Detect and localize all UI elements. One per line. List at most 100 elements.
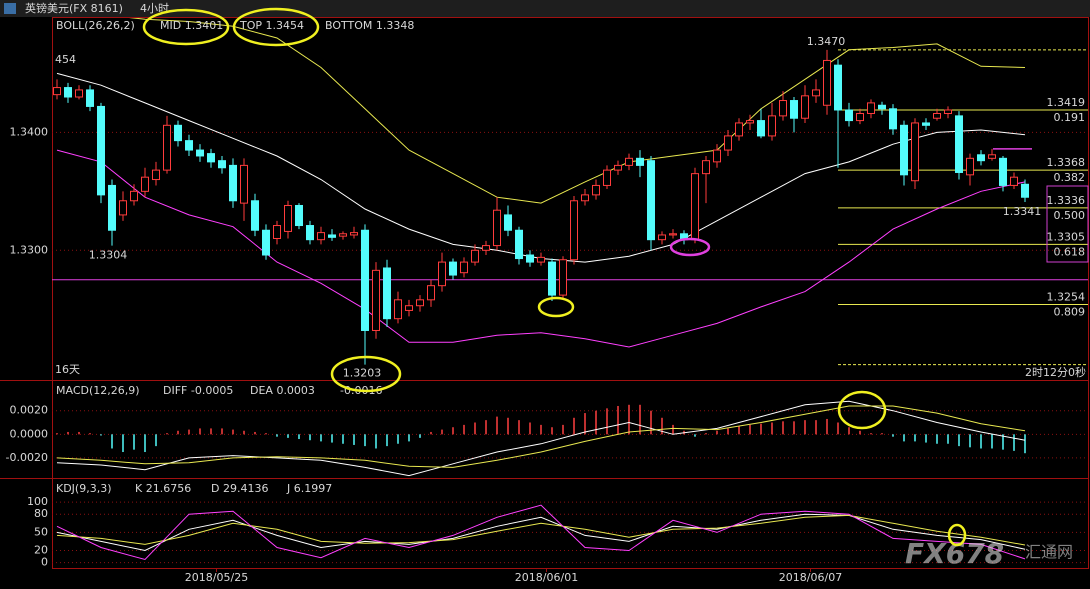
candle-body	[812, 89, 820, 97]
candle-body	[526, 254, 534, 263]
candle-body	[64, 87, 72, 98]
candle-body	[174, 124, 182, 142]
indicator-line	[56, 149, 1026, 348]
candle-body	[735, 122, 743, 137]
candle-body	[229, 164, 237, 202]
candle-body	[702, 160, 710, 175]
candle-body	[592, 184, 600, 196]
candle-body	[141, 176, 149, 192]
candle-body	[449, 261, 457, 276]
countdown: 2时12分0秒	[1025, 365, 1086, 379]
candle-body	[53, 87, 61, 96]
candle-body	[284, 204, 292, 232]
legend-entry: D 29.4136	[211, 482, 268, 495]
candle-body	[581, 194, 589, 202]
candle-body	[548, 261, 556, 296]
candle-body	[1010, 176, 1018, 186]
y-tick-label: -0.0020	[6, 451, 48, 464]
candle-body	[416, 299, 424, 307]
candle-body	[317, 232, 325, 241]
period: 4小时	[140, 2, 169, 15]
legend-entry: MID 1.3401	[160, 19, 223, 32]
candle-body	[933, 113, 941, 119]
candle-body	[944, 109, 952, 115]
candle-body	[867, 102, 875, 115]
candle-body	[669, 233, 677, 236]
candle-body	[273, 225, 281, 240]
fib-ratio: 0.618	[1054, 245, 1086, 258]
candle-body	[878, 104, 886, 110]
candle-body	[361, 229, 369, 331]
candle-body	[625, 157, 633, 166]
candle-body	[163, 124, 171, 171]
candle-body	[427, 285, 435, 301]
candle-body	[559, 259, 567, 296]
indicator-line	[56, 504, 1026, 561]
candle-body	[207, 153, 215, 163]
bars-label: 16天	[55, 363, 80, 376]
candle-body	[471, 249, 479, 263]
y-tick-label: 1.3400	[10, 125, 49, 138]
candle-body	[119, 200, 127, 216]
candle-body	[757, 120, 765, 137]
fib-ratio: 0.382	[1054, 171, 1086, 184]
price-label: 1.3470	[807, 35, 846, 48]
y-tick-label: 0.0020	[10, 404, 49, 417]
candle-body	[922, 122, 930, 126]
candle-body	[394, 299, 402, 320]
candle-body	[438, 261, 446, 287]
panel	[52, 18, 1088, 366]
indicator-title: MACD(12,26,9)	[56, 384, 140, 397]
legend-entry: DEA 0.0003	[250, 384, 315, 397]
y-tick-label: 100	[27, 495, 48, 508]
x-tick-label: 2018/06/07	[779, 571, 842, 584]
panel-borders	[0, 17, 1089, 569]
annotations	[142, 7, 967, 547]
candle-body	[823, 59, 831, 106]
candle-body	[97, 105, 105, 196]
candle-body	[977, 154, 985, 162]
candle-body	[251, 200, 259, 231]
candle-body	[845, 109, 853, 122]
fib-ratio: 0.191	[1054, 111, 1086, 124]
candle-body	[746, 120, 754, 124]
level-box	[1046, 185, 1089, 263]
y-tick-label: 50	[34, 525, 48, 538]
y-tick-label: 1.3300	[10, 243, 49, 256]
panel	[52, 400, 1088, 477]
candle-body	[504, 214, 512, 231]
indicator-line	[129, 18, 1026, 204]
indicator-title: BOLL(26,26,2)	[56, 19, 135, 32]
y-tick-label: 80	[34, 507, 48, 520]
candle-body	[900, 124, 908, 176]
panel	[52, 501, 1088, 564]
candle-body	[955, 115, 963, 173]
candle-body	[460, 261, 468, 274]
annotation-magenta	[669, 237, 711, 257]
price-label: 1.3203	[343, 367, 382, 380]
price-label: 1.3304	[89, 249, 128, 262]
candle-body	[724, 135, 732, 151]
candle-body	[328, 234, 336, 238]
y-tick-label: 0	[41, 556, 48, 569]
candle-body	[130, 190, 138, 202]
candle-body	[537, 256, 545, 263]
fib-price: 1.3419	[1047, 96, 1086, 109]
price-label: 1.3341	[1003, 205, 1042, 218]
candle-body	[834, 64, 842, 111]
candle-body	[691, 173, 699, 241]
candle-body	[350, 232, 358, 236]
y-tick-label: 0.0000	[10, 427, 49, 440]
x-tick-label: 2018/05/25	[185, 571, 248, 584]
indicator-title: KDJ(9,3,3)	[56, 482, 112, 495]
legend-entry: BOTTOM 1.3348	[325, 19, 414, 32]
watermark: FX678	[905, 537, 1004, 570]
candle-body	[152, 169, 160, 181]
candle-body	[75, 89, 83, 98]
candle-body	[383, 267, 391, 320]
candle-body	[988, 154, 996, 159]
indicator-line	[56, 405, 1026, 468]
symbol: 英镑美元(FX 8161)	[25, 1, 123, 15]
app-icon	[4, 3, 16, 14]
